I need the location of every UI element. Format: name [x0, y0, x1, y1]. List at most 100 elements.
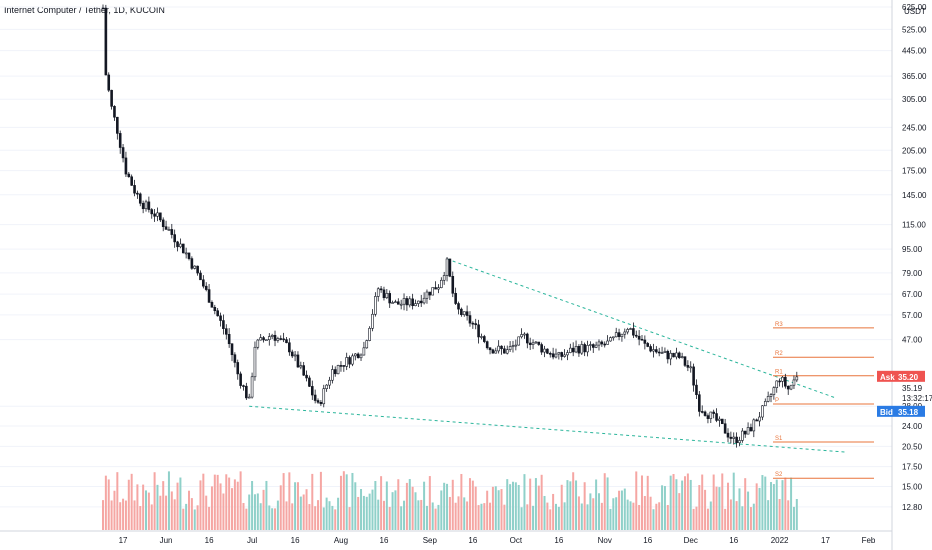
volume-bar	[124, 500, 127, 530]
volume-bar	[104, 475, 107, 530]
y-tick-label: 365.00	[902, 72, 927, 81]
x-tick-label: 16	[554, 536, 563, 545]
volume-bar	[420, 499, 423, 530]
y-tick-label: 17.50	[902, 463, 923, 472]
candle-body	[285, 339, 288, 344]
volume-bar	[437, 504, 440, 530]
volume-bar	[466, 501, 469, 530]
volume-bar	[523, 474, 526, 530]
countdown: 13:32:17	[902, 394, 932, 403]
volume-bar	[532, 505, 535, 530]
candle-body	[571, 347, 575, 353]
candle-body	[462, 311, 466, 316]
volume-bar	[489, 502, 492, 530]
volume-bar	[775, 479, 778, 530]
candle-body	[319, 402, 323, 405]
volume-bar	[758, 487, 761, 530]
candle-body	[437, 287, 440, 290]
candle-body	[508, 346, 512, 350]
volume-bar	[583, 482, 586, 530]
candle-body	[500, 345, 503, 350]
volume-bar	[150, 504, 153, 530]
volume-bar	[483, 503, 486, 530]
volume-bar	[107, 479, 110, 530]
volume-bar	[577, 496, 580, 530]
candle-body	[554, 353, 558, 358]
volume-bar	[689, 479, 692, 530]
x-tick-label: Jun	[160, 536, 173, 545]
candle-body	[388, 293, 392, 304]
candle-body	[460, 308, 463, 316]
candle-body	[190, 258, 194, 269]
time-axis[interactable]: 17 Jun 16 Jul 16 Aug 16 Sep 16 Oct 16 Nov 16 Dec 16 202…	[0, 530, 892, 545]
candle-body	[503, 348, 506, 354]
volume-bar	[526, 504, 529, 530]
volume-bar	[403, 500, 406, 530]
pivot-label: S2	[775, 472, 783, 478]
x-tick-label: 17	[119, 536, 128, 545]
volume-bar	[643, 496, 646, 530]
volume-bar	[724, 508, 727, 530]
candle-body	[164, 226, 168, 230]
candle-body	[652, 349, 655, 352]
candle-body	[715, 413, 718, 421]
candle-body	[528, 342, 532, 345]
candle-body	[202, 279, 205, 287]
volume-bar	[205, 495, 208, 530]
volume-bar	[494, 486, 497, 530]
volume-bar	[554, 503, 557, 530]
candle-body	[677, 352, 681, 358]
volume-bar	[170, 491, 173, 530]
candle-body	[657, 351, 661, 354]
candle-body	[583, 344, 586, 353]
x-tick-label: 17	[821, 536, 830, 545]
candle-body	[546, 348, 549, 354]
candle-body	[560, 352, 564, 357]
candle-body	[649, 346, 652, 352]
volume-bar	[741, 506, 744, 530]
candle-body	[216, 310, 219, 317]
candle-body	[589, 344, 592, 346]
volume-bar	[345, 474, 348, 530]
candle-body	[230, 343, 234, 356]
y-tick-label: 445.00	[902, 47, 927, 56]
volume-bar	[147, 492, 150, 530]
candle-body	[161, 219, 165, 228]
candle-body	[276, 338, 280, 341]
volume-bar	[165, 495, 168, 530]
y-tick-label: 145.00	[902, 191, 927, 200]
volume-bar	[110, 500, 113, 530]
candle-body	[290, 351, 294, 357]
volume-bar	[210, 486, 213, 530]
candle-body	[331, 369, 334, 381]
candle-body	[313, 394, 317, 401]
candle-body	[419, 300, 423, 304]
candle-body	[422, 297, 426, 304]
volume-bar	[127, 479, 130, 530]
volume-bar	[735, 501, 738, 530]
candle-body	[336, 365, 340, 375]
volume-bar	[672, 474, 675, 530]
candle-body	[282, 338, 285, 341]
volume-bar	[440, 490, 443, 530]
candle-body	[236, 362, 240, 375]
candle-body	[494, 350, 498, 354]
volume-bar	[380, 476, 383, 530]
pivot-label: R1	[775, 370, 783, 376]
price-axis[interactable]: 625.00 525.00 445.00 365.00 305.00 245.00 205.…	[891, 0, 927, 550]
volume-bar	[262, 489, 265, 530]
volume-bar	[477, 505, 480, 530]
candle-body	[239, 373, 242, 386]
x-tick-label: 16	[468, 536, 477, 545]
candle-body	[411, 298, 414, 307]
candle-body	[342, 365, 346, 367]
volume-bar	[529, 478, 532, 530]
volume-bar	[795, 499, 798, 530]
candle-body	[247, 396, 251, 399]
candle-body	[534, 341, 538, 344]
volume-bar	[208, 506, 211, 530]
volume-bar	[233, 479, 236, 530]
y-tick-label: 24.00	[902, 422, 923, 431]
